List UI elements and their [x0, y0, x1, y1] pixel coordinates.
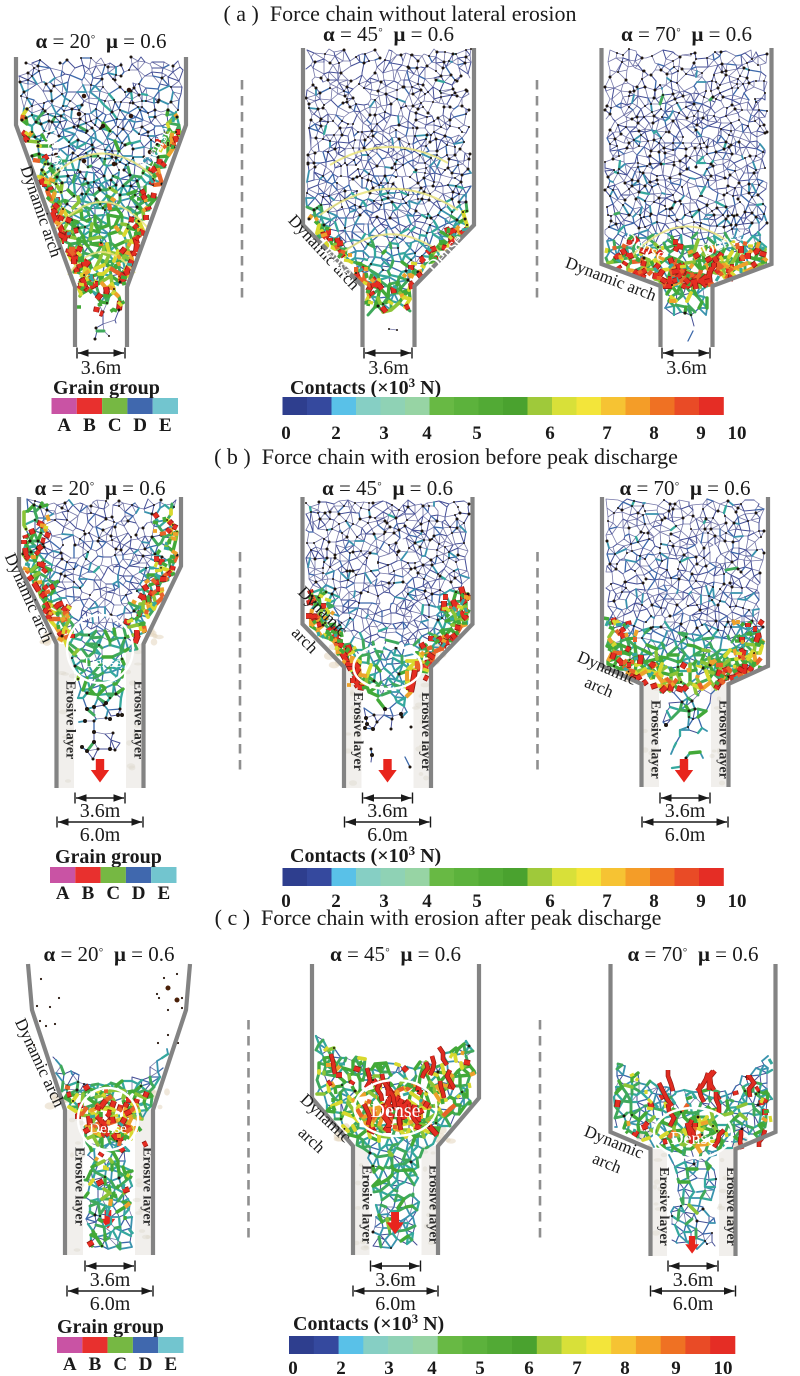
svg-text:( c ) Force chain with erosio: ( c ) Force chain with erosion after pea… — [215, 905, 662, 930]
svg-text:Contacts (×103 N): Contacts (×103 N) — [293, 1311, 444, 1335]
svg-text:Erosive layer: Erosive layer — [359, 1165, 374, 1244]
svg-text:4: 4 — [422, 423, 432, 444]
svg-text:5: 5 — [472, 423, 482, 444]
svg-text:8: 8 — [649, 891, 659, 912]
svg-text:6.0m: 6.0m — [665, 824, 706, 846]
svg-text:7: 7 — [602, 423, 612, 444]
svg-text:3: 3 — [379, 423, 389, 444]
svg-text:B: B — [89, 1354, 102, 1375]
svg-text:4: 4 — [427, 1358, 437, 1376]
svg-text:Dense: Dense — [84, 655, 122, 671]
svg-text:6.0m: 6.0m — [375, 1293, 416, 1315]
svg-text:3.6m: 3.6m — [90, 1269, 131, 1291]
svg-text:( b ) Force chain with erosio: ( b ) Force chain with erosion before pe… — [214, 444, 678, 469]
svg-text:5: 5 — [475, 1358, 485, 1376]
svg-text:7: 7 — [572, 1358, 582, 1376]
svg-text:Dense: Dense — [671, 1128, 716, 1148]
svg-text:Erosive layer: Erosive layer — [140, 1147, 155, 1226]
svg-text:3.6m: 3.6m — [80, 800, 121, 822]
svg-text:B: B — [83, 415, 96, 436]
svg-text:3.6m: 3.6m — [666, 357, 707, 379]
svg-text:E: E — [158, 883, 171, 904]
svg-text:α = 20◦ μ = 0.6: α = 20◦ μ = 0.6 — [34, 476, 165, 500]
svg-text:α = 70◦ μ = 0.6: α = 70◦ μ = 0.6 — [627, 942, 758, 966]
svg-text:D: D — [132, 883, 146, 904]
svg-text:α = 70◦ μ = 0.6: α = 70◦ μ = 0.6 — [621, 22, 752, 46]
svg-text:3.6m: 3.6m — [368, 357, 409, 379]
svg-text:2: 2 — [336, 1358, 346, 1376]
svg-text:9: 9 — [696, 891, 706, 912]
svg-text:3.6m: 3.6m — [367, 800, 408, 822]
svg-text:2: 2 — [331, 423, 341, 444]
svg-text:10: 10 — [728, 423, 747, 444]
svg-text:9: 9 — [696, 423, 706, 444]
svg-text:3.6m: 3.6m — [665, 800, 706, 822]
svg-text:3: 3 — [384, 1358, 394, 1376]
svg-text:6.0m: 6.0m — [80, 824, 121, 846]
svg-text:α = 70◦ μ = 0.6: α = 70◦ μ = 0.6 — [619, 476, 750, 500]
svg-text:E: E — [165, 1354, 178, 1375]
svg-text:D: D — [139, 1354, 153, 1375]
svg-text:0: 0 — [281, 423, 291, 444]
svg-text:6: 6 — [545, 423, 555, 444]
svg-text:E: E — [159, 415, 172, 436]
svg-text:α = 45◦ μ = 0.6: α = 45◦ μ = 0.6 — [323, 22, 454, 46]
svg-text:10: 10 — [728, 891, 747, 912]
svg-text:Erosive layer: Erosive layer — [63, 681, 78, 760]
svg-text:Erosive layer: Erosive layer — [350, 692, 365, 771]
svg-text:0: 0 — [281, 891, 291, 912]
svg-text:3.6m: 3.6m — [81, 357, 122, 379]
svg-text:6.0m: 6.0m — [90, 1293, 131, 1315]
svg-text:Dense: Dense — [89, 1121, 127, 1137]
svg-text:5: 5 — [472, 891, 482, 912]
svg-text:A: A — [57, 415, 71, 436]
svg-text:Erosive layer: Erosive layer — [656, 1167, 671, 1246]
svg-text:Erosive layer: Erosive layer — [648, 700, 663, 779]
svg-text:6.0m: 6.0m — [673, 1293, 714, 1315]
svg-text:C: C — [108, 415, 122, 436]
svg-text:Grain group: Grain group — [55, 846, 162, 868]
svg-text:3.6m: 3.6m — [375, 1269, 416, 1291]
svg-text:8: 8 — [620, 1358, 630, 1376]
svg-text:Contacts (×103 N): Contacts (×103 N) — [290, 843, 441, 867]
svg-text:2: 2 — [331, 891, 341, 912]
svg-text:α = 20◦ μ = 0.6: α = 20◦ μ = 0.6 — [35, 29, 166, 53]
svg-text:D: D — [133, 415, 147, 436]
svg-text:C: C — [113, 1354, 127, 1375]
svg-text:A: A — [63, 1354, 77, 1375]
svg-text:A: A — [56, 883, 70, 904]
svg-text:α = 45◦ μ = 0.6: α = 45◦ μ = 0.6 — [322, 476, 453, 500]
svg-text:9: 9 — [671, 1358, 681, 1376]
svg-text:α = 20◦ μ = 0.6: α = 20◦ μ = 0.6 — [43, 942, 174, 966]
svg-text:10: 10 — [714, 1358, 733, 1376]
svg-text:6: 6 — [524, 1358, 534, 1376]
svg-text:( a ) Force chain without lat: ( a ) Force chain without lateral erosio… — [223, 1, 576, 26]
svg-text:B: B — [82, 883, 95, 904]
svg-text:α = 45◦ μ = 0.6: α = 45◦ μ = 0.6 — [330, 942, 461, 966]
svg-text:C: C — [106, 883, 120, 904]
svg-text:Contacts (×103 N): Contacts (×103 N) — [290, 375, 441, 399]
svg-text:Dense: Dense — [371, 1100, 421, 1122]
svg-text:8: 8 — [649, 423, 659, 444]
svg-text:0: 0 — [288, 1358, 298, 1376]
svg-text:3.6m: 3.6m — [673, 1269, 714, 1291]
svg-text:7: 7 — [602, 891, 612, 912]
svg-text:Erosive layer: Erosive layer — [71, 1147, 86, 1226]
svg-text:4: 4 — [422, 891, 432, 912]
svg-text:6.0m: 6.0m — [367, 824, 408, 846]
svg-text:Grain group: Grain group — [53, 377, 160, 399]
svg-text:3: 3 — [379, 891, 389, 912]
svg-text:6: 6 — [545, 891, 555, 912]
svg-text:Grain group: Grain group — [57, 1316, 164, 1338]
